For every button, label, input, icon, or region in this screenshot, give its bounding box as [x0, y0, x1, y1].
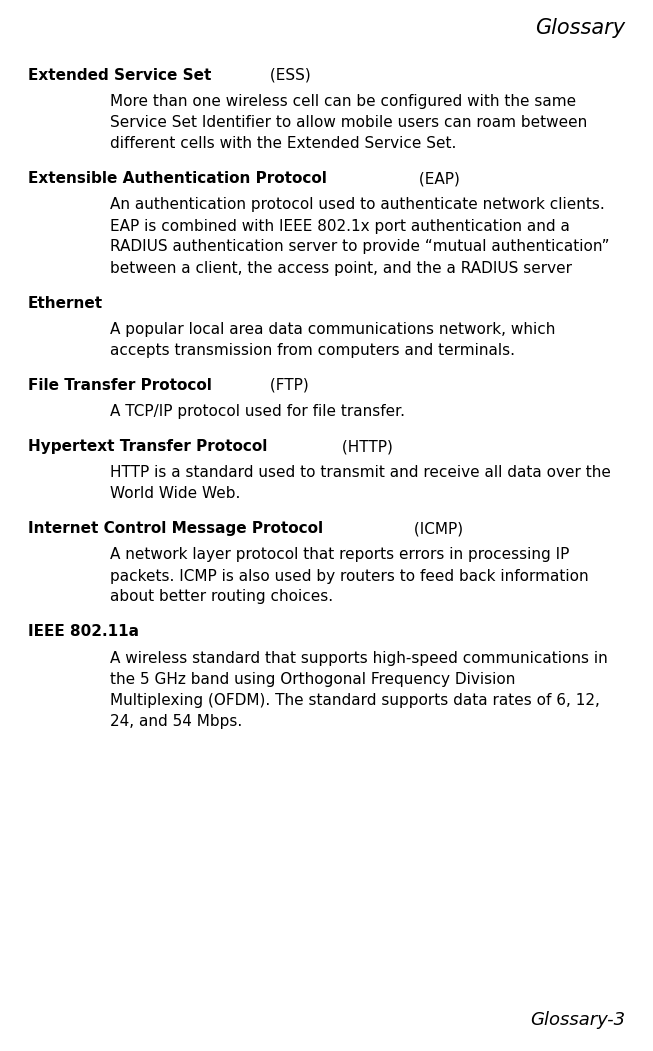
Text: Service Set Identifier to allow mobile users can roam between: Service Set Identifier to allow mobile u…: [110, 116, 587, 130]
Text: Internet Control Message Protocol: Internet Control Message Protocol: [28, 521, 323, 536]
Text: the 5 GHz band using Orthogonal Frequency Division: the 5 GHz band using Orthogonal Frequenc…: [110, 672, 515, 686]
Text: Hypertext Transfer Protocol: Hypertext Transfer Protocol: [28, 439, 267, 454]
Text: Extended Service Set: Extended Service Set: [28, 68, 212, 83]
Text: (HTTP): (HTTP): [337, 439, 392, 454]
Text: HTTP is a standard used to transmit and receive all data over the: HTTP is a standard used to transmit and …: [110, 466, 611, 480]
Text: RADIUS authentication server to provide “mutual authentication”: RADIUS authentication server to provide …: [110, 240, 609, 254]
Text: (FTP): (FTP): [265, 377, 309, 393]
Text: packets. ICMP is also used by routers to feed back information: packets. ICMP is also used by routers to…: [110, 569, 588, 583]
Text: More than one wireless cell can be configured with the same: More than one wireless cell can be confi…: [110, 95, 576, 109]
Text: Extensible Authentication Protocol: Extensible Authentication Protocol: [28, 171, 327, 186]
Text: World Wide Web.: World Wide Web.: [110, 487, 240, 501]
Text: File Transfer Protocol: File Transfer Protocol: [28, 377, 212, 393]
Text: (ESS): (ESS): [264, 68, 310, 83]
Text: between a client, the access point, and the a RADIUS server: between a client, the access point, and …: [110, 261, 572, 275]
Text: A popular local area data communications network, which: A popular local area data communications…: [110, 322, 555, 336]
Text: (ICMP): (ICMP): [409, 521, 463, 536]
Text: about better routing choices.: about better routing choices.: [110, 590, 333, 604]
Text: EAP is combined with IEEE 802.1x port authentication and a: EAP is combined with IEEE 802.1x port au…: [110, 219, 570, 233]
Text: IEEE 802.11a: IEEE 802.11a: [28, 624, 139, 639]
Text: A TCP/IP protocol used for file transfer.: A TCP/IP protocol used for file transfer…: [110, 404, 405, 419]
Text: different cells with the Extended Service Set.: different cells with the Extended Servic…: [110, 137, 456, 151]
Text: accepts transmission from computers and terminals.: accepts transmission from computers and …: [110, 343, 515, 357]
Text: Glossary-3: Glossary-3: [530, 1011, 625, 1029]
Text: Multiplexing (OFDM). The standard supports data rates of 6, 12,: Multiplexing (OFDM). The standard suppor…: [110, 693, 600, 707]
Text: Glossary: Glossary: [535, 18, 625, 38]
Text: A network layer protocol that reports errors in processing IP: A network layer protocol that reports er…: [110, 548, 569, 562]
Text: A wireless standard that supports high-speed communications in: A wireless standard that supports high-s…: [110, 651, 608, 665]
Text: (EAP): (EAP): [413, 171, 460, 186]
Text: 24, and 54 Mbps.: 24, and 54 Mbps.: [110, 714, 242, 728]
Text: An authentication protocol used to authenticate network clients.: An authentication protocol used to authe…: [110, 198, 605, 212]
Text: Ethernet: Ethernet: [28, 295, 103, 310]
